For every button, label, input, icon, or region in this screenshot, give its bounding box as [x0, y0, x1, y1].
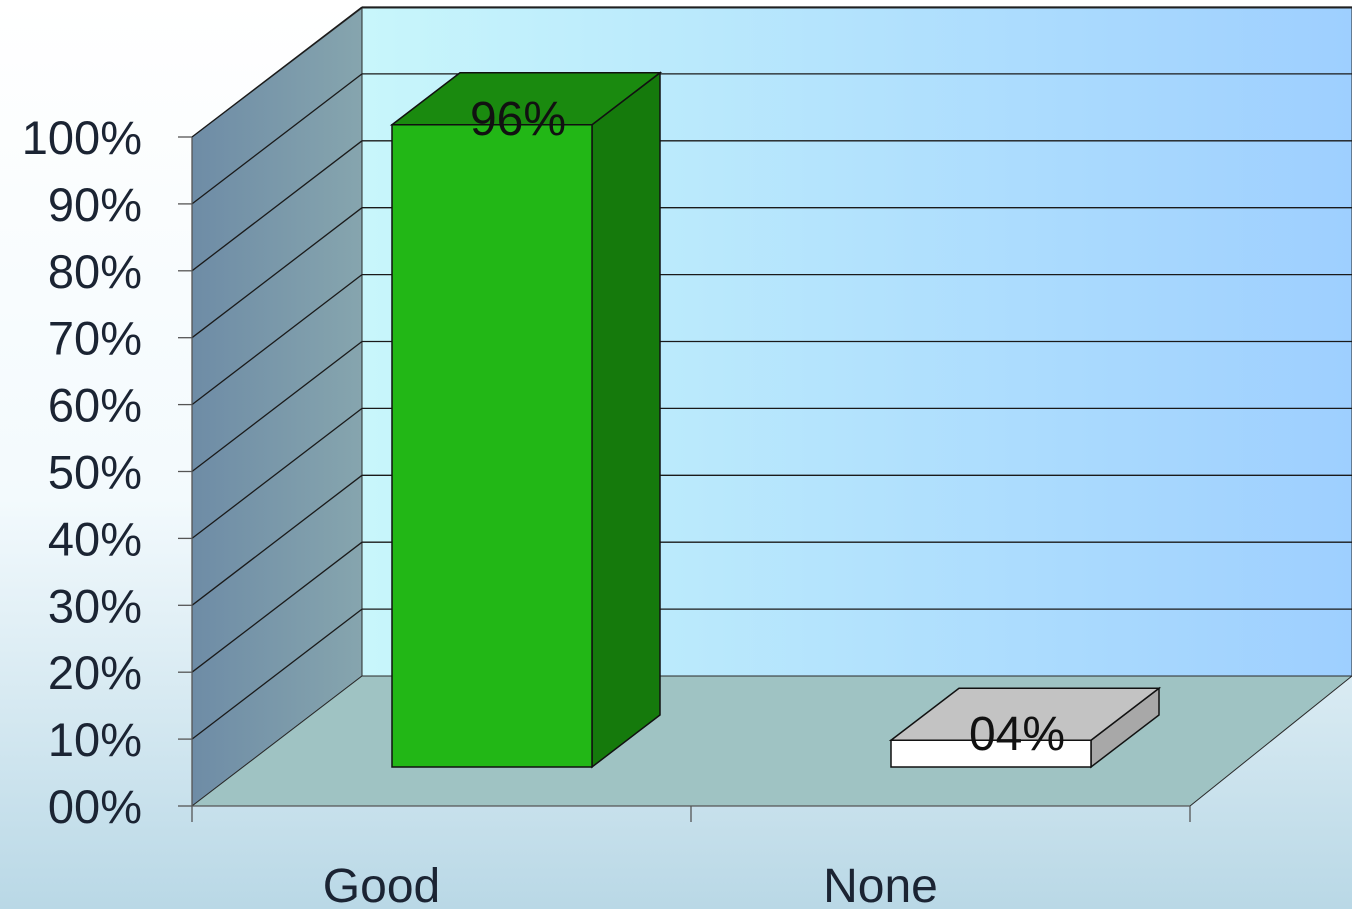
y-tick-label: 30%: [48, 579, 142, 632]
gridline-side: [191, 407, 363, 539]
gridline-side: [191, 274, 363, 406]
y-tick-label: 10%: [48, 713, 142, 766]
gridline-side: [191, 207, 363, 339]
y-tick-label: 100%: [22, 111, 142, 164]
data-label: 04%: [969, 708, 1065, 761]
y-tick-label: 40%: [48, 512, 142, 565]
bar-front: [391, 124, 593, 768]
gridline-side: [191, 608, 363, 740]
gridline-side: [191, 474, 363, 606]
y-tick-label: 90%: [48, 178, 142, 231]
gridline-side: [191, 73, 363, 205]
bar-side: [591, 71, 661, 769]
y-tick-label: 20%: [48, 646, 142, 699]
floor: [190, 675, 1352, 807]
gridline-side: [191, 340, 363, 473]
gridline-side: [191, 541, 363, 673]
y-tick-label: 50%: [48, 446, 142, 499]
bar-good[interactable]: [389, 71, 663, 769]
y-tick-label: 60%: [48, 379, 142, 432]
data-label: 96%: [470, 93, 566, 146]
x-category-label: None: [823, 860, 938, 909]
bar-none[interactable]: [888, 686, 1162, 769]
y-tick-label: 70%: [48, 312, 142, 365]
y-tick-label: 80%: [48, 245, 142, 298]
x-category-label: Good: [323, 860, 440, 909]
gridline-side: [191, 140, 363, 272]
bar-front: [890, 739, 1092, 768]
y-tick-label: 00%: [48, 780, 142, 833]
gridline-side: [191, 6, 363, 138]
